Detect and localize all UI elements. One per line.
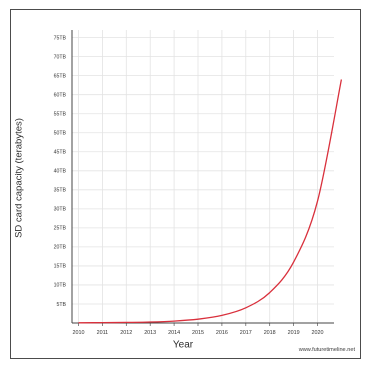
axes (71, 30, 334, 326)
y-tick-label: 35TB (54, 188, 67, 194)
y-tick-label: 20TB (54, 245, 67, 251)
y-tick-label: 60TB (54, 92, 67, 98)
x-tick-label: 2015 (192, 330, 204, 336)
x-tick-label: 2019 (288, 330, 300, 336)
y-tick-label: 30TB (54, 207, 67, 213)
x-tick-label: 2016 (216, 330, 228, 336)
x-tick-label: 2011 (97, 330, 109, 336)
x-tick-label: 2013 (144, 330, 156, 336)
x-tick-label: 2020 (312, 330, 324, 336)
x-tick-label: 2010 (73, 330, 85, 336)
y-tick-label: 45TB (54, 150, 67, 156)
x-tick-label: 2017 (240, 330, 252, 336)
chart-frame (10, 9, 361, 359)
y-tick-label: 15TB (54, 264, 67, 270)
y-tick-label: 10TB (54, 283, 67, 289)
grid-lines (72, 30, 334, 323)
y-tick-label: 40TB (54, 169, 67, 175)
y-tick-label: 75TB (54, 35, 67, 41)
series-line (78, 79, 343, 324)
y-axis-label: SD card capacity (terabytes) (13, 118, 25, 238)
y-tick-label: 70TB (54, 54, 67, 60)
series-lines (78, 79, 343, 324)
y-tick-label: 55TB (54, 112, 67, 118)
source-credit: www.futuretimeline.net (298, 347, 355, 353)
x-tick-label: 2014 (168, 330, 180, 336)
x-tick-label: 2012 (120, 330, 132, 336)
x-tick-labels: 2010 2011 2012 2013 2014 2015 2016 2017 2018 2019… (73, 330, 324, 336)
x-tick-label: 2018 (264, 330, 276, 336)
y-tick-label: 5TB (56, 302, 66, 308)
y-tick-label: 25TB (54, 226, 67, 232)
y-tick-label: 50TB (54, 131, 67, 137)
y-tick-label: 65TB (54, 73, 67, 79)
x-axis-label: Year (172, 339, 194, 351)
y-tick-labels: 5TB 10TB 15TB 20TB 25TB 30TB 35TB 40TB 45TB 50TB 5… (54, 35, 67, 307)
